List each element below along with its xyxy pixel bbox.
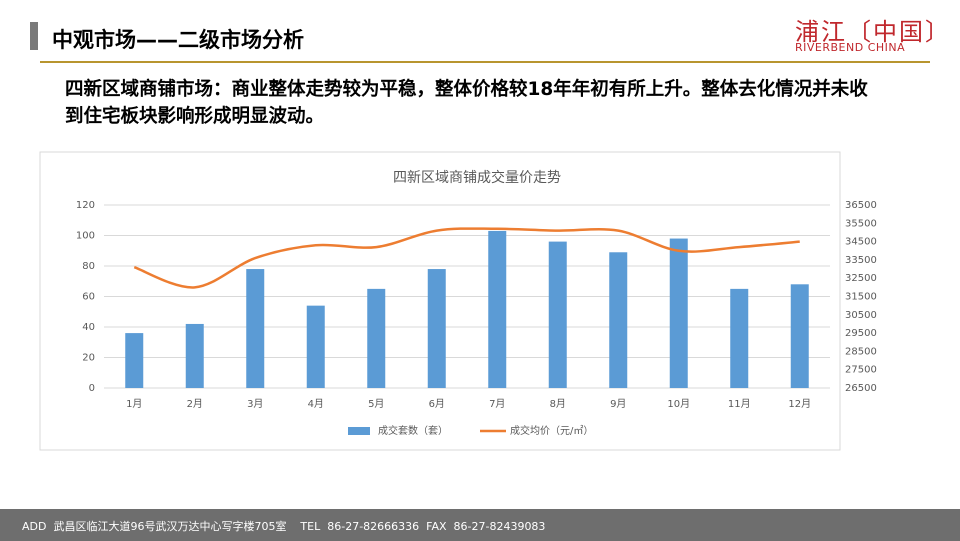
bar	[548, 241, 567, 388]
header-mark	[30, 22, 38, 50]
bar	[669, 238, 688, 388]
bar	[427, 269, 446, 388]
bar	[367, 288, 386, 388]
x-tick-label: 4月	[308, 398, 324, 410]
header-rule	[40, 61, 930, 63]
bar	[306, 305, 325, 388]
x-tick-label: 6月	[429, 398, 445, 410]
x-tick-label: 1月	[126, 398, 142, 410]
y-tick-label: 20	[82, 353, 95, 364]
y2-tick-label: 26500	[845, 383, 877, 394]
x-tick-label: 7月	[489, 398, 505, 410]
y-tick-label: 80	[82, 261, 95, 272]
y2-tick-label: 31500	[845, 292, 877, 303]
y2-tick-label: 33500	[845, 255, 877, 266]
bar	[246, 269, 265, 388]
line	[133, 227, 800, 289]
y2-tick-label: 27500	[845, 365, 877, 376]
y-tick-label: 0	[89, 383, 95, 394]
bar	[488, 230, 507, 388]
y-tick-label: 120	[76, 200, 95, 211]
x-tick-label: 3月	[247, 398, 263, 410]
y-tick-label: 60	[82, 292, 95, 303]
chart-frame	[39, 151, 841, 451]
y2-tick-label: 34500	[845, 237, 877, 248]
bar	[609, 252, 628, 388]
y-tick-label: 100	[76, 231, 95, 242]
x-tick-label: 8月	[550, 398, 566, 410]
x-tick-label: 12月	[788, 398, 811, 410]
bar	[790, 284, 809, 388]
y-tick-label: 40	[82, 322, 95, 333]
x-tick-label: 9月	[610, 398, 626, 410]
legend-swatch	[348, 427, 370, 435]
bar	[125, 333, 144, 388]
bar	[185, 323, 204, 388]
y2-tick-label: 36500	[845, 200, 877, 211]
y2-tick-label: 32500	[845, 273, 877, 284]
y2-tick-label: 28500	[845, 346, 877, 357]
x-tick-label: 5月	[368, 398, 384, 410]
y2-tick-label: 35500	[845, 218, 877, 229]
y2-tick-label: 30500	[845, 310, 877, 321]
logo-en: RIVERBEND CHINA	[795, 41, 906, 54]
footer: ADD 武昌区临江大道96号武汉万达中心写字楼705室 TEL 86-27-82…	[0, 509, 960, 541]
header-title: 中观市场——二级市场分析	[52, 28, 304, 52]
chart: 四新区域商铺成交量价走势 0 20 40 60 80 100 120 26500 27500 28…	[39, 151, 877, 451]
x-tick-label: 10月	[667, 398, 690, 410]
legend-label: 成交均价（元/㎡）	[510, 424, 593, 437]
bar	[730, 288, 749, 388]
chart-title: 四新区域商铺成交量价走势	[393, 169, 561, 186]
legend-label: 成交套数（套）	[378, 424, 448, 437]
x-tick-label: 11月	[728, 398, 751, 410]
body-text: 四新区域商铺市场：商业整体走势较为平稳，整体价格较18年年初有所上升。整体去化情…	[65, 79, 868, 127]
logo: 浦江〔中国〕	[795, 18, 951, 46]
footer-text: ADD 武昌区临江大道96号武汉万达中心写字楼705室 TEL 86-27-82…	[22, 520, 546, 533]
y2-tick-label: 29500	[845, 328, 877, 339]
x-tick-label: 2月	[187, 398, 203, 410]
